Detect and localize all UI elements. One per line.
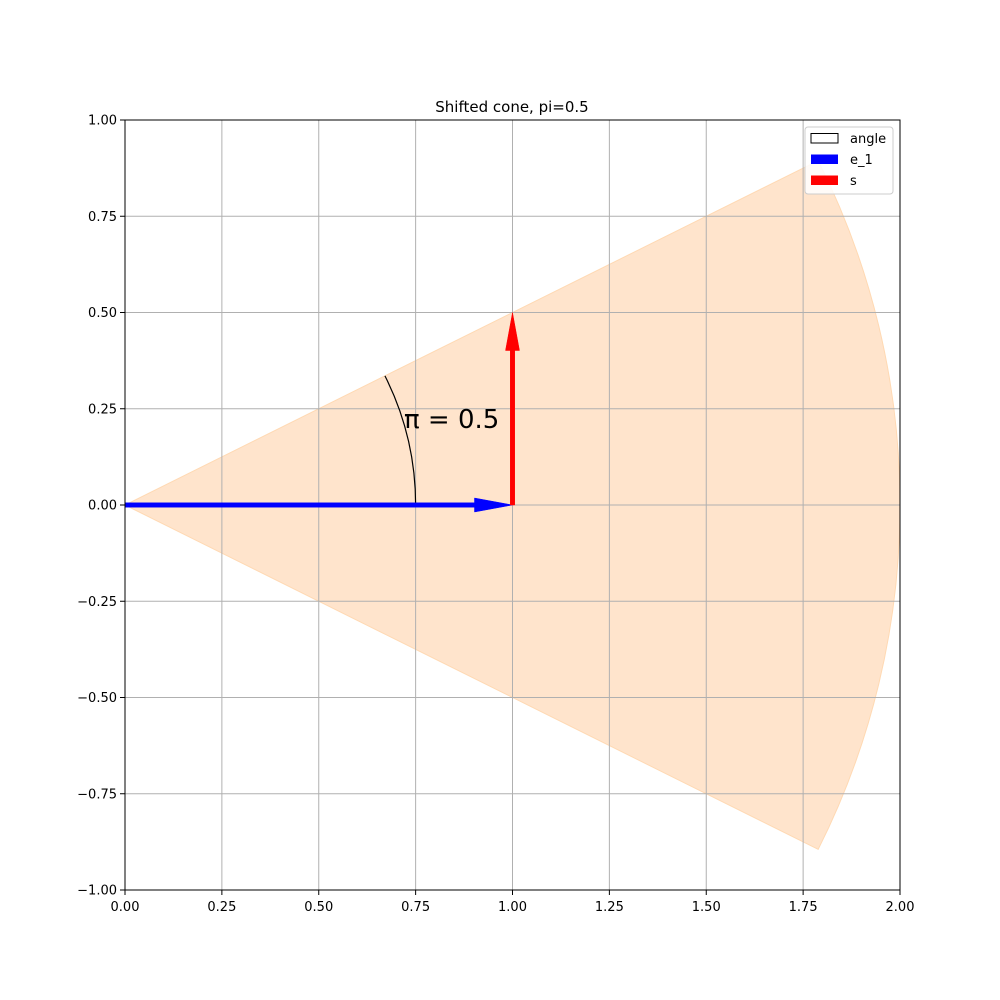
x-axis-ticks: 0.00 0.25 0.50 0.75 1.00 1.25 1.50 1.75 2.00 bbox=[111, 890, 915, 915]
x-tick-label: 1.00 bbox=[498, 900, 527, 915]
y-tick-label: −1.00 bbox=[77, 884, 117, 899]
legend-label-e_1: e_1 bbox=[850, 153, 873, 168]
legend-swatch-e_1 bbox=[811, 154, 838, 164]
y-tick-label: 0.25 bbox=[88, 402, 117, 417]
y-tick-label: 0.00 bbox=[88, 499, 117, 514]
vector-e_1 bbox=[124, 497, 513, 513]
arc-layer bbox=[384, 375, 417, 506]
y-tick-label: −0.75 bbox=[77, 787, 117, 802]
y-axis-ticks: −1.00 −0.75 −0.50 −0.25 0.00 0.25 0.50 0.75 1.00 bbox=[77, 114, 125, 899]
legend-swatch-s bbox=[811, 175, 838, 185]
angle-annotation: π = 0.5 bbox=[404, 405, 499, 435]
y-tick-label: 0.50 bbox=[88, 306, 117, 321]
y-tick-label: −0.50 bbox=[77, 691, 117, 706]
chart-title: Shifted cone, pi=0.5 bbox=[435, 98, 588, 116]
angle-arc bbox=[384, 375, 417, 506]
x-tick-label: 0.50 bbox=[304, 900, 333, 915]
legend-label-s: s bbox=[850, 174, 857, 189]
legend-swatch-angle bbox=[810, 133, 839, 144]
x-tick-label: 1.75 bbox=[789, 900, 818, 915]
x-tick-label: 0.00 bbox=[111, 900, 140, 915]
legend: angle e_1s bbox=[804, 126, 894, 195]
y-tick-label: 0.75 bbox=[88, 210, 117, 225]
x-tick-label: 2.00 bbox=[886, 900, 915, 915]
x-tick-label: 1.50 bbox=[692, 900, 721, 915]
vector-layer bbox=[124, 312, 520, 513]
x-tick-label: 0.75 bbox=[401, 900, 430, 915]
y-tick-label: −0.25 bbox=[77, 595, 117, 610]
vector-s bbox=[505, 312, 520, 506]
x-tick-label: 0.25 bbox=[207, 900, 236, 915]
x-tick-label: 1.25 bbox=[595, 900, 624, 915]
legend-label-angle: angle bbox=[850, 132, 886, 147]
y-tick-label: 1.00 bbox=[88, 114, 117, 129]
